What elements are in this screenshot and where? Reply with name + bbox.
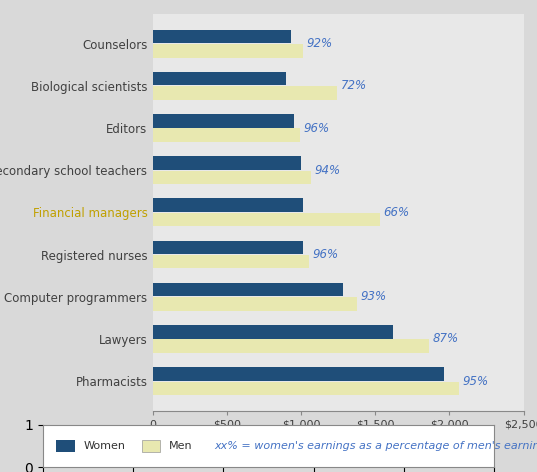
Bar: [153, 44, 303, 58]
Bar: [142, 440, 160, 452]
Bar: [56, 440, 75, 452]
Text: xx% = women's earnings as a percentage of men's earnings: xx% = women's earnings as a percentage o…: [214, 441, 537, 451]
Bar: [153, 156, 301, 170]
Text: 95%: 95%: [462, 375, 489, 388]
Text: 92%: 92%: [307, 37, 332, 50]
Bar: [153, 339, 429, 353]
Bar: [153, 283, 343, 296]
Text: 96%: 96%: [303, 122, 330, 135]
Bar: [153, 86, 337, 100]
Bar: [153, 255, 309, 269]
Text: 72%: 72%: [341, 79, 367, 93]
Text: 96%: 96%: [313, 248, 339, 261]
Text: 87%: 87%: [433, 332, 459, 346]
Bar: [153, 297, 357, 311]
Text: 66%: 66%: [383, 206, 410, 219]
Text: Men: Men: [169, 441, 193, 451]
Text: 94%: 94%: [315, 164, 340, 177]
Bar: [153, 367, 444, 381]
Bar: [153, 199, 303, 212]
Bar: [153, 30, 291, 43]
Bar: [153, 128, 300, 142]
Text: Women: Women: [84, 441, 126, 451]
Text: 93%: 93%: [361, 290, 387, 303]
Bar: [153, 171, 311, 184]
Bar: [153, 72, 286, 85]
Bar: [153, 213, 380, 226]
Bar: [153, 241, 303, 254]
Bar: [153, 114, 294, 127]
Bar: [153, 325, 393, 338]
Bar: [153, 381, 459, 395]
